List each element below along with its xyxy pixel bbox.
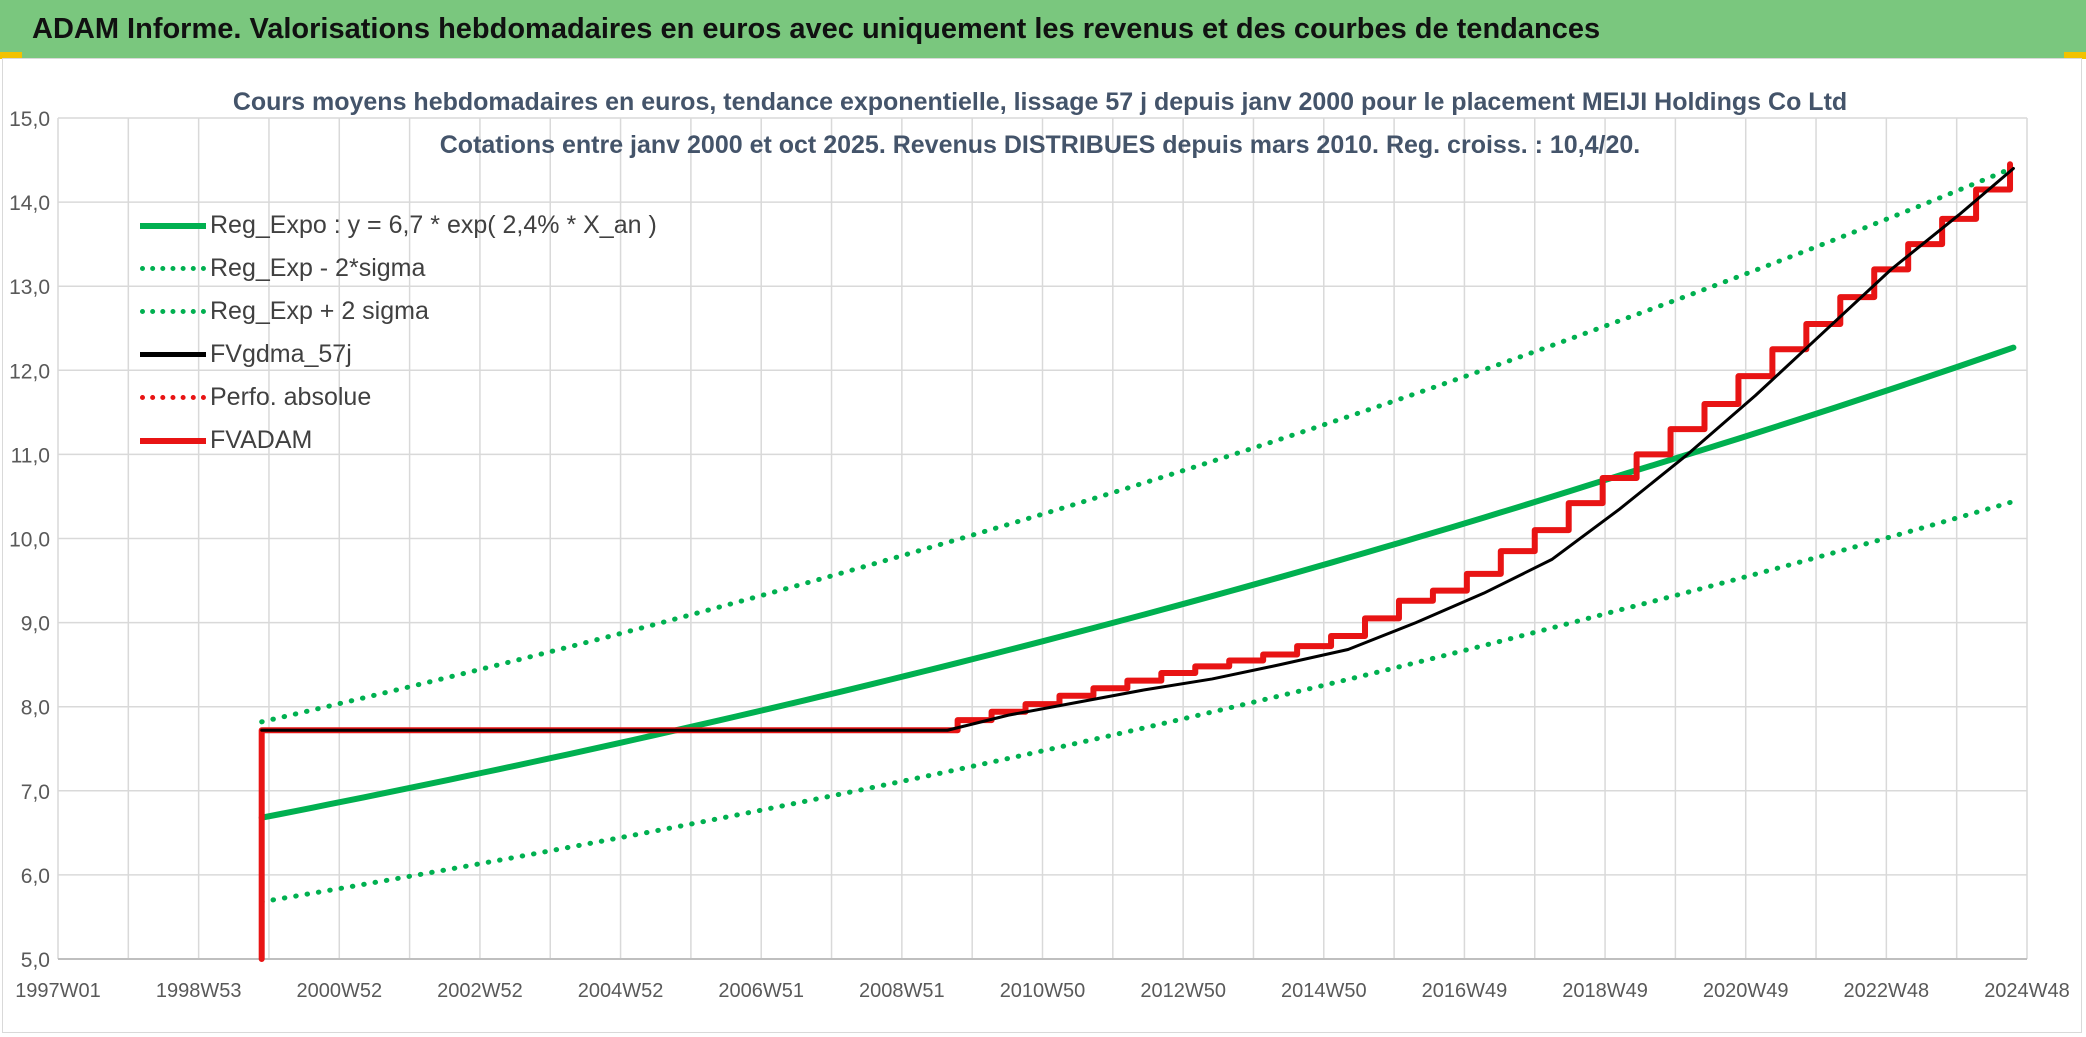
- series-line-reg_exp: [259, 498, 2016, 905]
- y-tick-label: 13,0: [9, 276, 50, 299]
- x-tick-label: 2022W48: [1844, 980, 1930, 1002]
- corner-accent-right: [2064, 52, 2086, 59]
- x-tick-label: 2000W52: [296, 980, 382, 1002]
- legend-label: Reg_Exp + 2 sigma: [210, 297, 429, 325]
- legend-label: FVADAM: [210, 426, 313, 454]
- y-tick-label: 11,0: [11, 444, 50, 467]
- legend-item: Reg_Exp - 2*sigma: [140, 247, 657, 290]
- chart-legend: Reg_Expo : y = 6,7 * exp( 2,4% * X_an ) R…: [140, 204, 657, 462]
- x-tick-label: 1998W53: [156, 980, 242, 1002]
- y-tick-label: 14,0: [9, 192, 50, 215]
- x-tick-label: 2018W49: [1562, 980, 1648, 1002]
- x-tick-label: 2004W52: [578, 980, 664, 1002]
- legend-swatch: [140, 352, 206, 357]
- x-tick-label: 2014W50: [1281, 980, 1367, 1002]
- legend-item: Reg_Expo : y = 6,7 * exp( 2,4% * X_an ): [140, 204, 657, 247]
- report-header: ADAM Informe. Valorisations hebdomadaire…: [0, 0, 2086, 58]
- x-tick-label: 2010W50: [1000, 980, 1086, 1002]
- legend-swatch: [140, 395, 206, 400]
- x-tick-label: 2024W48: [1984, 980, 2070, 1002]
- legend-item: FVgdma_57j: [140, 333, 657, 376]
- x-tick-label: 2006W51: [718, 980, 804, 1002]
- y-tick-label: 10,0: [9, 529, 50, 552]
- legend-item: FVADAM: [140, 419, 657, 462]
- y-tick-label: 5,0: [21, 949, 50, 972]
- y-tick-label: 15,0: [9, 108, 50, 131]
- series-line-fvgdma_57j: [260, 166, 2015, 732]
- x-tick-label: 1997W01: [15, 980, 101, 1002]
- legend-swatch: [140, 309, 206, 314]
- legend-label: Perfo. absolue: [210, 383, 372, 411]
- x-tick-label: 2002W52: [437, 980, 523, 1002]
- legend-swatch: [140, 437, 206, 444]
- y-tick-label: 9,0: [21, 613, 50, 636]
- legend-item: Reg_Exp + 2 sigma: [140, 290, 657, 333]
- corner-accent-left: [0, 52, 22, 59]
- report-title: ADAM Informe. Valorisations hebdomadaire…: [32, 12, 1601, 45]
- legend-swatch: [140, 222, 206, 229]
- legend-swatch: [140, 266, 206, 271]
- legend-label: Reg_Exp - 2*sigma: [210, 254, 426, 282]
- y-tick-label: 12,0: [9, 360, 50, 383]
- chart-subtitle: Cotations entre janv 2000 et oct 2025. R…: [439, 131, 1641, 159]
- legend-label: Reg_Expo : y = 6,7 * exp( 2,4% * X_an ): [210, 211, 657, 239]
- x-tick-label: 2008W51: [859, 980, 945, 1002]
- x-tick-label: 2012W50: [1140, 980, 1226, 1002]
- y-tick-label: 8,0: [21, 697, 50, 720]
- series-line-fvadam: [258, 161, 2014, 962]
- y-tick-label: 6,0: [21, 865, 50, 888]
- legend-item: Perfo. absolue: [140, 376, 657, 419]
- legend-label: FVgdma_57j: [210, 340, 352, 368]
- y-tick-label: 7,0: [21, 781, 50, 804]
- chart-title: Cours moyens hebdomadaires en euros, ten…: [232, 88, 1848, 116]
- x-tick-label: 2016W49: [1422, 980, 1508, 1002]
- x-tick-label: 2020W49: [1703, 980, 1789, 1002]
